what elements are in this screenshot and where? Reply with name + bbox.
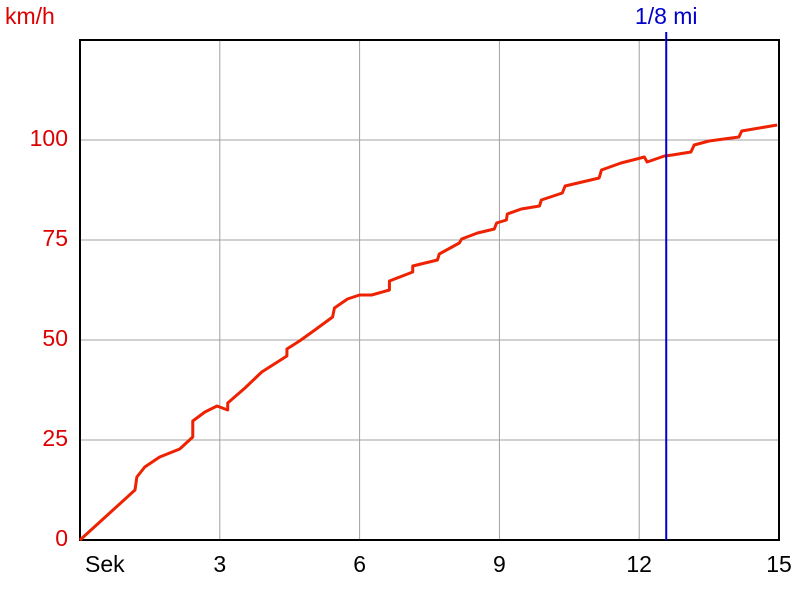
plot-frame [79,39,780,541]
y-tick-label: 75 [42,225,68,251]
annotation-label: 1/8 mi [635,3,698,29]
x-tick-label: 6 [353,551,366,577]
x-tick-label: 3 [213,551,226,577]
y-tick-label: 0 [55,525,68,551]
speed-line [78,123,778,542]
x-tick-label: 15 [766,551,792,577]
y-axis-label: km/h [5,3,55,29]
x-tick-label: 12 [626,551,652,577]
y-tick-label: 50 [42,325,68,351]
x-tick-label: Sek [85,551,125,577]
x-tick-label: 9 [493,551,506,577]
y-tick-label: 100 [30,125,68,151]
y-tick-label: 25 [42,425,68,451]
